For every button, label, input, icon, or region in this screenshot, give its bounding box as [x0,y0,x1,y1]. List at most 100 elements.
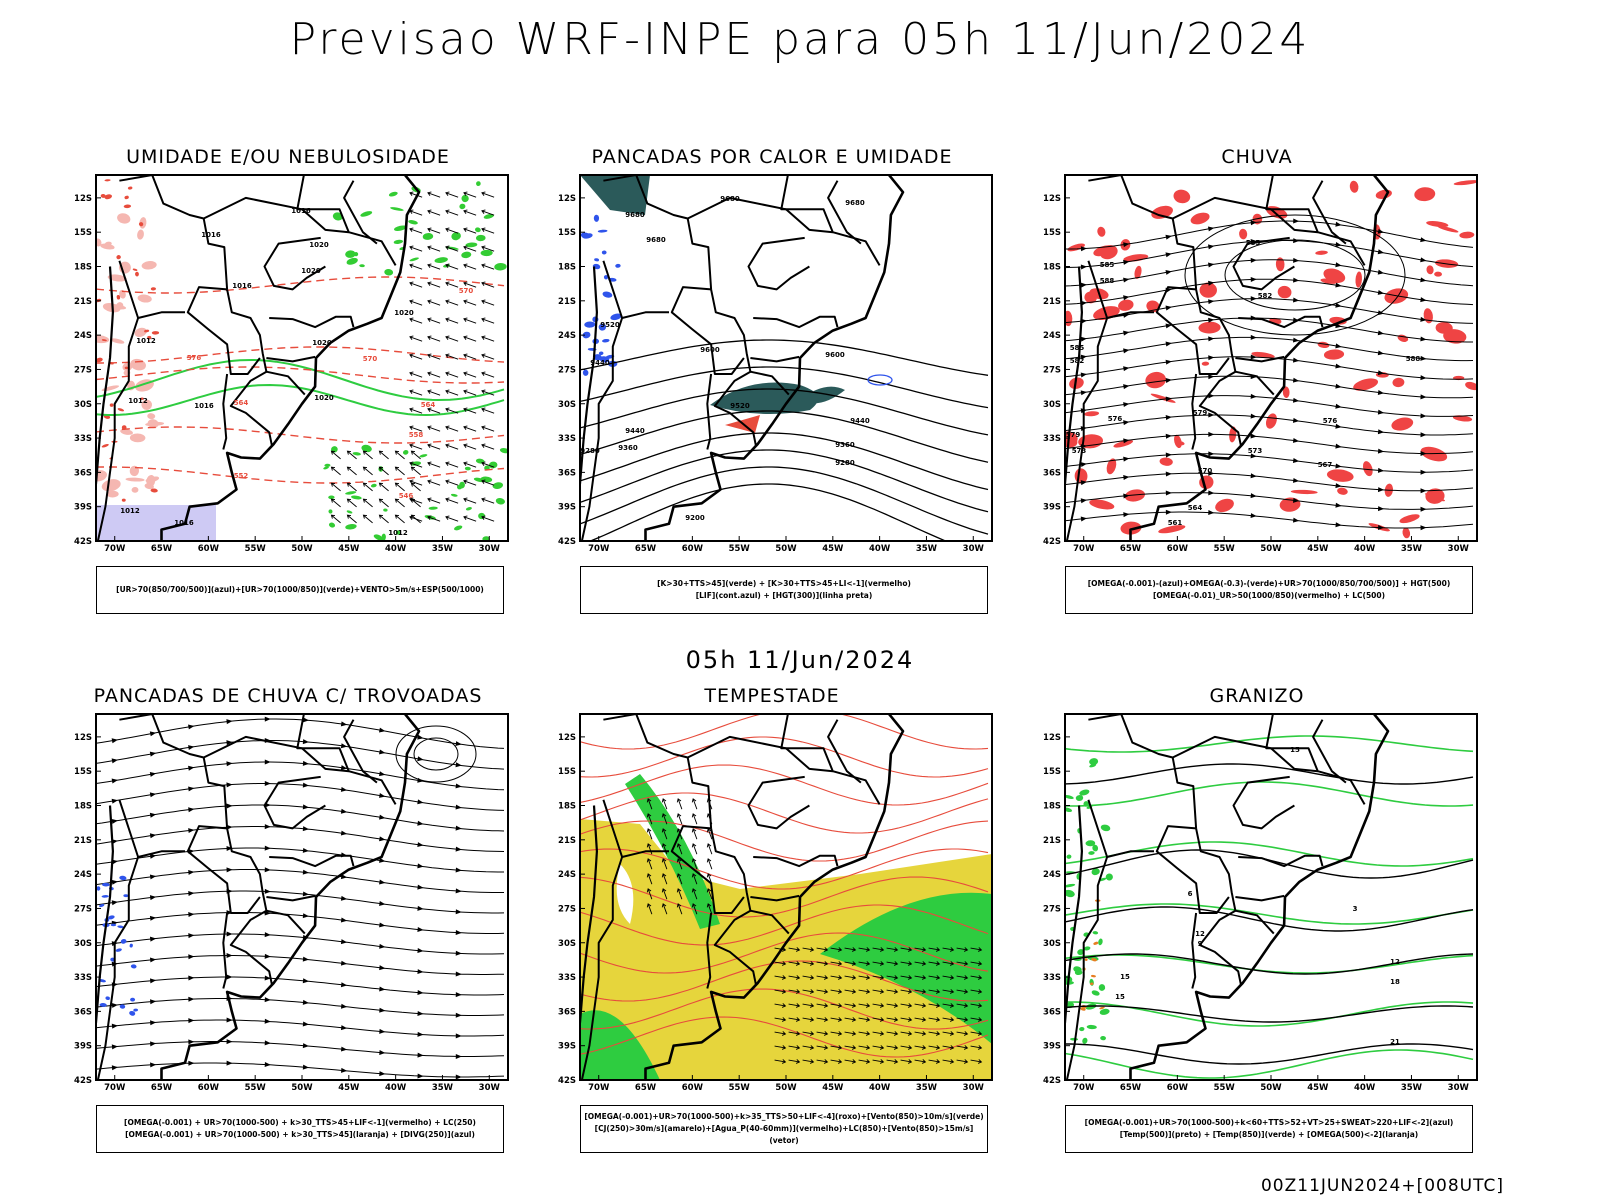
wind-vector [445,497,459,504]
wind-vector [872,1059,885,1064]
wind-vector [445,227,459,234]
flow-arrow [379,1028,386,1034]
contour-label: 552 [234,472,249,480]
wind-vector [463,209,477,216]
streamline [96,783,505,811]
lat-label: 42S [74,537,92,547]
divergence-contour [119,1004,126,1009]
map-boundary [269,315,355,329]
wind-vector [844,989,857,994]
wind-vector [914,1017,927,1022]
temperature-850-contour [1092,844,1099,852]
wind-vector [970,1003,983,1008]
map-boundary [1238,315,1324,329]
wind-vector [481,227,495,234]
map-boundary [1087,260,1154,319]
wind-vector [481,389,495,396]
flow-arrow [188,828,195,834]
wind-vector [427,461,441,468]
flow-arrow [1123,512,1130,518]
rain-area [1065,432,1078,448]
temperature-850-contour [1086,1024,1097,1030]
contour-label: 9360 [618,444,638,452]
lon-label: 40W [385,1083,407,1093]
flow-arrow [1165,471,1172,477]
wind-vector [970,1031,983,1036]
streamline [96,998,505,1016]
humidity-contour [140,397,144,400]
map-boundary [670,286,745,375]
wind-vector [481,263,495,270]
flow-arrow [340,1067,348,1073]
humidity-contour [323,466,329,470]
humidity-contour [393,239,404,245]
temperature-850-contour [1098,984,1106,991]
map-boundary [706,373,713,450]
rain-area [1190,212,1210,225]
humidity-contour [475,234,486,242]
streamline [96,826,505,852]
contour-label: 21 [1390,1038,1400,1046]
streamline [395,725,477,783]
flow-arrow [340,830,348,836]
wind-vector [661,798,668,810]
thickness-contour [96,366,505,384]
wind-vector [362,466,373,476]
wind-vector [481,281,495,288]
contour-label: 576 [1108,415,1123,423]
wind-vector [646,798,653,810]
wind-vector [928,947,941,952]
map-boundary [1265,175,1366,266]
flow-arrow [379,749,386,755]
wind-vector [816,961,829,966]
map-granizo: 15 12 9 6 3 12 15 18 21 15 12S 15S 18S 21S 24S 27S 30S 3… [1043,713,1478,1093]
contour-label: 588 [1406,355,1421,363]
wind-vector [942,975,955,980]
rain-area [1084,411,1100,417]
wind-vector [362,482,373,492]
rain-area [1353,378,1379,391]
wind-vector [362,514,373,524]
map-boundary [1087,799,1154,858]
temperature-500-contour [1065,1043,1474,1065]
legend-box: [K>30+TTS>45](verde) + [K>30+TTS>45+LI<-… [580,566,988,614]
map-boundary [296,175,397,266]
panel-umidade: UMIDADE E/OU NEBULOSIDADE 1016 1016 1020 10… [58,146,518,626]
lat-label: 18S [1043,263,1061,273]
flow-arrow [188,807,195,813]
humidity-area [130,358,146,371]
humidity-contour [359,264,365,268]
flow-arrow [1377,289,1385,295]
wind-vector [330,514,341,524]
humidity-contour [328,522,336,528]
temperature-850-contour [1092,931,1099,935]
flow-arrow [188,765,195,771]
wind-vector [676,843,683,855]
lat-label: 42S [558,537,576,547]
legend-line: [UR>70(850/700/500)](azul)+[UR>70(1000/8… [116,585,484,594]
wind-vector [914,1059,927,1064]
wind-vector [362,498,373,508]
humidity-contour [465,507,472,511]
wind-vector [427,245,441,252]
wind-vector [409,389,423,396]
wind-vector [886,947,899,952]
lon-label: 50W [291,1083,313,1093]
lifted-index-contour [615,263,621,268]
humidity-area [96,335,110,344]
contour-label: 1020 [312,339,332,347]
contour-label: 564 [234,399,249,407]
wind-vector [802,975,815,980]
flow-arrow [188,996,195,1002]
wind-vector [646,903,653,915]
lon-label: 50W [775,1083,797,1093]
flow-arrow [111,758,118,764]
humidity-contour [109,403,114,407]
map-frame: 585 582 585 588 579 576 573 570 567 564 561 588 585 5… [1027,174,1487,568]
flow-arrow [1208,470,1215,476]
wind-vector [956,1045,969,1050]
flow-arrow [1250,220,1257,226]
rain-area [1399,514,1420,524]
map-boundary [266,370,306,396]
wind-vector [661,813,668,825]
